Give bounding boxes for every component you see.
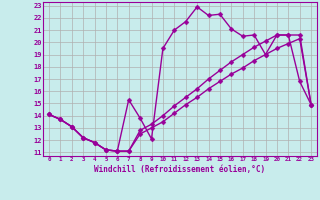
- X-axis label: Windchill (Refroidissement éolien,°C): Windchill (Refroidissement éolien,°C): [94, 165, 266, 174]
